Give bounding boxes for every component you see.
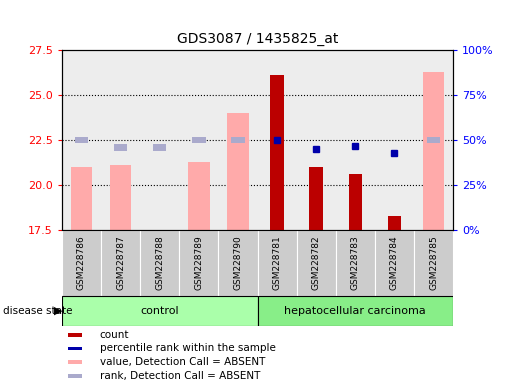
Bar bbox=[75, 137, 88, 143]
Bar bbox=[188, 162, 210, 230]
Text: count: count bbox=[100, 330, 129, 340]
Bar bbox=[140, 50, 179, 230]
Bar bbox=[67, 374, 82, 378]
Bar bbox=[336, 230, 375, 296]
Bar bbox=[101, 230, 140, 296]
Bar bbox=[67, 347, 82, 350]
Bar bbox=[192, 137, 205, 143]
Bar bbox=[258, 230, 297, 296]
Text: disease state: disease state bbox=[3, 306, 72, 316]
Bar bbox=[62, 296, 258, 326]
Text: GSM228790: GSM228790 bbox=[233, 235, 243, 290]
Text: GSM228784: GSM228784 bbox=[390, 235, 399, 290]
Text: GSM228787: GSM228787 bbox=[116, 235, 125, 290]
Bar bbox=[179, 50, 218, 230]
Text: GSM228789: GSM228789 bbox=[194, 235, 203, 290]
Text: GSM228781: GSM228781 bbox=[272, 235, 282, 290]
Text: rank, Detection Call = ABSENT: rank, Detection Call = ABSENT bbox=[100, 371, 260, 381]
Bar bbox=[62, 50, 101, 230]
Bar bbox=[258, 296, 453, 326]
Text: GSM228783: GSM228783 bbox=[351, 235, 360, 290]
Bar bbox=[270, 75, 284, 230]
Text: GSM228785: GSM228785 bbox=[429, 235, 438, 290]
Bar bbox=[218, 50, 258, 230]
Bar bbox=[114, 144, 127, 151]
Text: hepatocellular carcinoma: hepatocellular carcinoma bbox=[284, 306, 426, 316]
Bar bbox=[297, 230, 336, 296]
Bar bbox=[153, 144, 166, 151]
Text: percentile rank within the sample: percentile rank within the sample bbox=[100, 343, 276, 353]
Bar bbox=[140, 230, 179, 296]
Bar bbox=[414, 230, 453, 296]
Bar bbox=[67, 333, 82, 337]
Bar bbox=[414, 50, 453, 230]
Text: ▶: ▶ bbox=[54, 306, 63, 316]
Bar bbox=[349, 174, 362, 230]
Bar bbox=[423, 71, 444, 230]
Bar bbox=[310, 167, 323, 230]
Bar bbox=[375, 50, 414, 230]
Bar bbox=[231, 137, 245, 143]
Bar bbox=[375, 230, 414, 296]
Title: GDS3087 / 1435825_at: GDS3087 / 1435825_at bbox=[177, 32, 338, 46]
Bar bbox=[67, 360, 82, 364]
Bar bbox=[427, 137, 440, 143]
Text: value, Detection Call = ABSENT: value, Detection Call = ABSENT bbox=[100, 357, 265, 367]
Text: GSM228786: GSM228786 bbox=[77, 235, 86, 290]
Text: GSM228782: GSM228782 bbox=[312, 235, 321, 290]
Bar bbox=[218, 230, 258, 296]
Bar bbox=[227, 113, 249, 230]
Text: GSM228788: GSM228788 bbox=[155, 235, 164, 290]
Bar bbox=[71, 167, 92, 230]
Bar bbox=[179, 230, 218, 296]
Bar bbox=[101, 50, 140, 230]
Bar bbox=[110, 166, 131, 230]
Bar bbox=[258, 50, 297, 230]
Text: control: control bbox=[140, 306, 179, 316]
Bar bbox=[388, 216, 401, 230]
Bar bbox=[297, 50, 336, 230]
Bar bbox=[336, 50, 375, 230]
Bar bbox=[62, 230, 101, 296]
